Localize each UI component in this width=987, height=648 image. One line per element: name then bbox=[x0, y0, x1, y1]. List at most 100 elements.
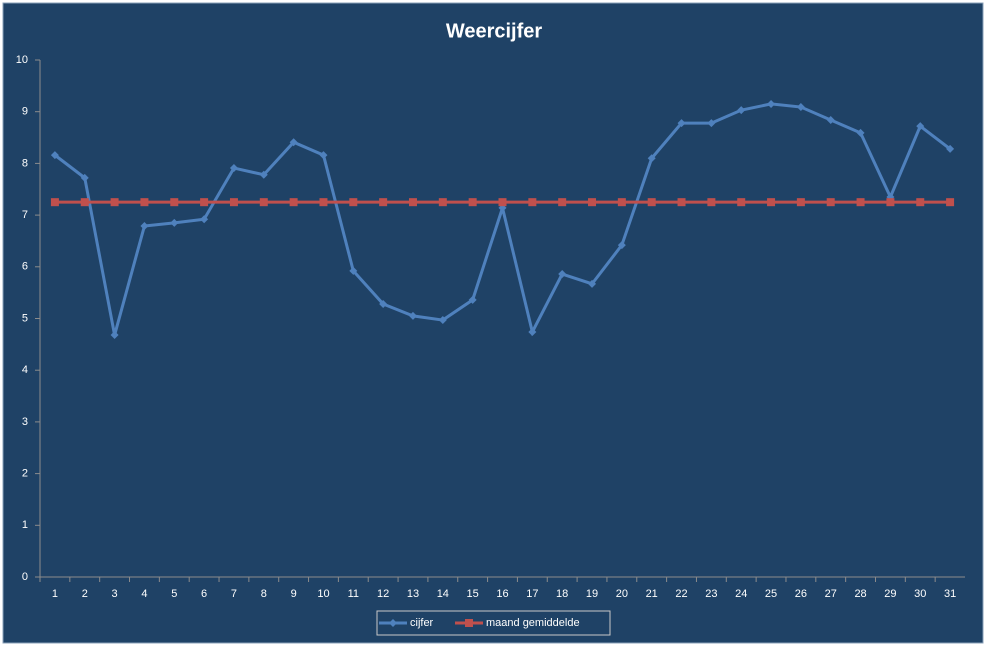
y-tick-label: 4 bbox=[22, 364, 28, 376]
x-tick-label: 30 bbox=[914, 588, 926, 600]
marker bbox=[140, 198, 149, 207]
x-tick-label: 21 bbox=[646, 588, 658, 600]
y-tick-label: 1 bbox=[22, 519, 28, 531]
x-tick-label: 28 bbox=[854, 588, 866, 600]
marker bbox=[916, 198, 925, 207]
marker bbox=[379, 198, 388, 207]
marker bbox=[826, 198, 835, 207]
marker bbox=[916, 122, 925, 131]
x-tick-label: 5 bbox=[171, 588, 177, 600]
marker bbox=[170, 198, 179, 207]
x-tick-label: 19 bbox=[586, 588, 598, 600]
x-tick-label: 7 bbox=[231, 588, 237, 600]
y-tick-label: 2 bbox=[22, 468, 28, 480]
x-tick-label: 24 bbox=[735, 588, 747, 600]
marker bbox=[50, 151, 59, 160]
legend-marker bbox=[465, 619, 473, 627]
x-tick-label: 15 bbox=[467, 588, 479, 600]
marker bbox=[229, 164, 238, 173]
marker bbox=[289, 198, 298, 207]
x-tick-label: 18 bbox=[556, 588, 568, 600]
x-tick-label: 17 bbox=[526, 588, 538, 600]
y-tick-label: 7 bbox=[22, 209, 28, 221]
x-tick-label: 1 bbox=[52, 588, 58, 600]
marker bbox=[80, 173, 89, 182]
marker bbox=[737, 198, 746, 207]
marker bbox=[200, 198, 209, 207]
marker bbox=[80, 198, 89, 207]
marker bbox=[349, 266, 358, 275]
marker bbox=[588, 279, 597, 288]
y-tick-label: 9 bbox=[22, 106, 28, 118]
marker bbox=[558, 198, 567, 207]
y-tick-label: 5 bbox=[22, 312, 28, 324]
marker bbox=[349, 198, 358, 207]
marker bbox=[528, 327, 537, 336]
marker bbox=[796, 103, 805, 112]
y-tick-label: 8 bbox=[22, 157, 28, 169]
legend-label: cijfer bbox=[410, 617, 434, 629]
marker bbox=[140, 221, 149, 230]
marker bbox=[259, 198, 268, 207]
x-tick-label: 26 bbox=[795, 588, 807, 600]
x-tick-label: 25 bbox=[765, 588, 777, 600]
y-tick-label: 0 bbox=[22, 571, 28, 583]
marker bbox=[707, 119, 716, 128]
y-tick-label: 10 bbox=[16, 54, 28, 66]
legend-label: maand gemiddelde bbox=[486, 617, 580, 629]
marker bbox=[677, 119, 686, 128]
marker bbox=[200, 215, 209, 224]
marker bbox=[886, 198, 895, 207]
marker bbox=[856, 128, 865, 137]
x-tick-label: 3 bbox=[112, 588, 118, 600]
marker bbox=[170, 218, 179, 227]
marker bbox=[588, 198, 597, 207]
x-tick-label: 4 bbox=[141, 588, 147, 600]
x-tick-label: 27 bbox=[825, 588, 837, 600]
x-tick-label: 14 bbox=[437, 588, 449, 600]
y-tick-label: 3 bbox=[22, 416, 28, 428]
chart-title: Weercijfer bbox=[446, 20, 543, 42]
marker bbox=[796, 198, 805, 207]
marker bbox=[468, 198, 477, 207]
marker bbox=[408, 198, 417, 207]
x-tick-label: 12 bbox=[377, 588, 389, 600]
x-tick-label: 31 bbox=[944, 588, 956, 600]
legend-box bbox=[376, 610, 611, 636]
marker bbox=[826, 115, 835, 124]
marker bbox=[767, 99, 776, 108]
x-tick-label: 20 bbox=[616, 588, 628, 600]
marker bbox=[319, 198, 328, 207]
x-tick-label: 11 bbox=[348, 588, 359, 600]
marker bbox=[558, 270, 567, 279]
marker bbox=[617, 198, 626, 207]
marker bbox=[856, 198, 865, 207]
x-tick-label: 10 bbox=[317, 588, 329, 600]
legend-marker bbox=[389, 619, 397, 627]
marker bbox=[528, 198, 537, 207]
marker bbox=[319, 151, 328, 160]
marker bbox=[438, 316, 447, 325]
marker bbox=[379, 300, 388, 309]
marker bbox=[677, 198, 686, 207]
marker bbox=[110, 198, 119, 207]
y-tick-label: 6 bbox=[22, 261, 28, 273]
x-tick-label: 13 bbox=[407, 588, 419, 600]
marker bbox=[50, 198, 59, 207]
x-tick-label: 8 bbox=[261, 588, 267, 600]
marker bbox=[289, 138, 298, 147]
marker bbox=[946, 144, 955, 153]
x-tick-label: 16 bbox=[496, 588, 508, 600]
x-tick-label: 2 bbox=[82, 588, 88, 600]
marker bbox=[468, 295, 477, 304]
marker bbox=[438, 198, 447, 207]
x-tick-label: 9 bbox=[291, 588, 297, 600]
marker bbox=[617, 241, 626, 250]
marker bbox=[767, 198, 776, 207]
x-tick-label: 22 bbox=[675, 588, 687, 600]
marker bbox=[737, 106, 746, 115]
marker bbox=[498, 198, 507, 207]
